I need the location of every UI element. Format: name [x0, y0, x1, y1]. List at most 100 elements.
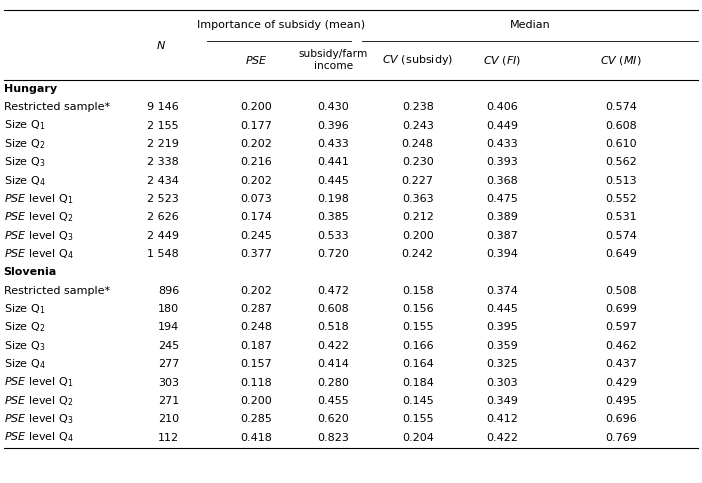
Text: 0.441: 0.441: [317, 157, 350, 167]
Text: 2 434: 2 434: [147, 176, 179, 185]
Text: 0.414: 0.414: [317, 359, 350, 369]
Text: 0.157: 0.157: [240, 359, 272, 369]
Text: 0.597: 0.597: [605, 323, 637, 332]
Text: 0.433: 0.433: [486, 139, 518, 149]
Text: 0.429: 0.429: [605, 378, 637, 387]
Text: Size Q$_{1}$: Size Q$_{1}$: [4, 119, 45, 132]
Text: 2 449: 2 449: [147, 231, 179, 241]
Text: subsidy/farm
income: subsidy/farm income: [299, 49, 368, 71]
Text: 0.720: 0.720: [317, 249, 350, 259]
Text: 0.387: 0.387: [486, 231, 518, 241]
Text: 0.242: 0.242: [402, 249, 434, 259]
Text: 0.552: 0.552: [605, 194, 637, 204]
Text: 0.395: 0.395: [486, 323, 518, 332]
Text: 0.472: 0.472: [317, 286, 350, 296]
Text: 0.303: 0.303: [486, 378, 518, 387]
Text: $N$: $N$: [157, 39, 166, 51]
Text: 303: 303: [158, 378, 179, 387]
Text: 1 548: 1 548: [147, 249, 179, 259]
Text: $PSE$ level Q$_{1}$: $PSE$ level Q$_{1}$: [4, 192, 73, 206]
Text: 2 155: 2 155: [147, 121, 179, 130]
Text: 0.145: 0.145: [402, 396, 434, 406]
Text: 0.325: 0.325: [486, 359, 518, 369]
Text: 0.449: 0.449: [486, 121, 518, 130]
Text: 0.158: 0.158: [402, 286, 434, 296]
Text: 0.422: 0.422: [317, 341, 350, 351]
Text: Size Q$_{2}$: Size Q$_{2}$: [4, 137, 45, 151]
Text: 0.155: 0.155: [402, 323, 434, 332]
Text: 0.243: 0.243: [402, 121, 434, 130]
Text: 0.368: 0.368: [486, 176, 518, 185]
Text: 0.608: 0.608: [605, 121, 637, 130]
Text: 0.363: 0.363: [402, 194, 434, 204]
Text: 0.202: 0.202: [240, 139, 272, 149]
Text: 0.202: 0.202: [240, 286, 272, 296]
Text: 0.184: 0.184: [402, 378, 434, 387]
Text: Size Q$_{4}$: Size Q$_{4}$: [4, 174, 46, 187]
Text: 0.518: 0.518: [317, 323, 350, 332]
Text: 2 626: 2 626: [147, 213, 179, 222]
Text: $PSE$ level Q$_{3}$: $PSE$ level Q$_{3}$: [4, 412, 73, 426]
Text: 0.200: 0.200: [402, 231, 434, 241]
Text: 0.620: 0.620: [317, 414, 350, 424]
Text: 0.374: 0.374: [486, 286, 518, 296]
Text: 0.574: 0.574: [605, 231, 637, 241]
Text: 0.696: 0.696: [605, 414, 637, 424]
Text: 0.248: 0.248: [402, 139, 434, 149]
Text: 0.699: 0.699: [605, 304, 637, 314]
Text: 0.385: 0.385: [317, 213, 350, 222]
Text: 0.769: 0.769: [605, 433, 637, 442]
Text: 0.574: 0.574: [605, 102, 637, 112]
Text: $PSE$ level Q$_{4}$: $PSE$ level Q$_{4}$: [4, 247, 73, 261]
Text: 2 219: 2 219: [147, 139, 179, 149]
Text: 0.177: 0.177: [240, 121, 272, 130]
Text: Slovenia: Slovenia: [4, 268, 57, 277]
Text: 0.389: 0.389: [486, 213, 518, 222]
Text: 0.445: 0.445: [486, 304, 518, 314]
Text: 277: 277: [158, 359, 179, 369]
Text: 0.608: 0.608: [317, 304, 350, 314]
Text: 0.285: 0.285: [240, 414, 272, 424]
Text: 0.475: 0.475: [486, 194, 518, 204]
Text: 896: 896: [158, 286, 179, 296]
Text: 0.287: 0.287: [240, 304, 272, 314]
Text: 0.418: 0.418: [240, 433, 272, 442]
Text: 0.227: 0.227: [402, 176, 434, 185]
Text: Hungary: Hungary: [4, 84, 57, 94]
Text: 0.462: 0.462: [605, 341, 637, 351]
Text: 0.204: 0.204: [402, 433, 434, 442]
Text: 0.610: 0.610: [605, 139, 637, 149]
Text: Size Q$_{2}$: Size Q$_{2}$: [4, 321, 45, 334]
Text: 271: 271: [158, 396, 179, 406]
Text: 0.562: 0.562: [605, 157, 637, 167]
Text: Size Q$_{4}$: Size Q$_{4}$: [4, 357, 46, 371]
Text: 0.406: 0.406: [486, 102, 518, 112]
Text: 0.349: 0.349: [486, 396, 518, 406]
Text: 112: 112: [158, 433, 179, 442]
Text: 0.533: 0.533: [317, 231, 350, 241]
Text: 194: 194: [158, 323, 179, 332]
Text: 2 338: 2 338: [147, 157, 179, 167]
Text: 0.445: 0.445: [317, 176, 350, 185]
Text: $CV$ ($FI$): $CV$ ($FI$): [483, 54, 521, 67]
Text: 0.280: 0.280: [317, 378, 350, 387]
Text: 9 146: 9 146: [147, 102, 179, 112]
Text: $PSE$ level Q$_{3}$: $PSE$ level Q$_{3}$: [4, 229, 73, 242]
Text: 2 523: 2 523: [147, 194, 179, 204]
Text: Restricted sample*: Restricted sample*: [4, 286, 110, 296]
Text: $PSE$ level Q$_{2}$: $PSE$ level Q$_{2}$: [4, 211, 73, 224]
Text: 0.166: 0.166: [402, 341, 434, 351]
Text: 0.412: 0.412: [486, 414, 518, 424]
Text: 0.508: 0.508: [605, 286, 637, 296]
Text: 0.433: 0.433: [317, 139, 350, 149]
Text: 210: 210: [158, 414, 179, 424]
Text: 0.174: 0.174: [240, 213, 272, 222]
Text: 0.823: 0.823: [317, 433, 350, 442]
Text: 0.187: 0.187: [240, 341, 272, 351]
Text: 0.216: 0.216: [240, 157, 272, 167]
Text: $PSE$ level Q$_{1}$: $PSE$ level Q$_{1}$: [4, 376, 73, 389]
Text: Restricted sample*: Restricted sample*: [4, 102, 110, 112]
Text: 0.649: 0.649: [605, 249, 637, 259]
Text: 0.155: 0.155: [402, 414, 434, 424]
Text: 0.531: 0.531: [605, 213, 637, 222]
